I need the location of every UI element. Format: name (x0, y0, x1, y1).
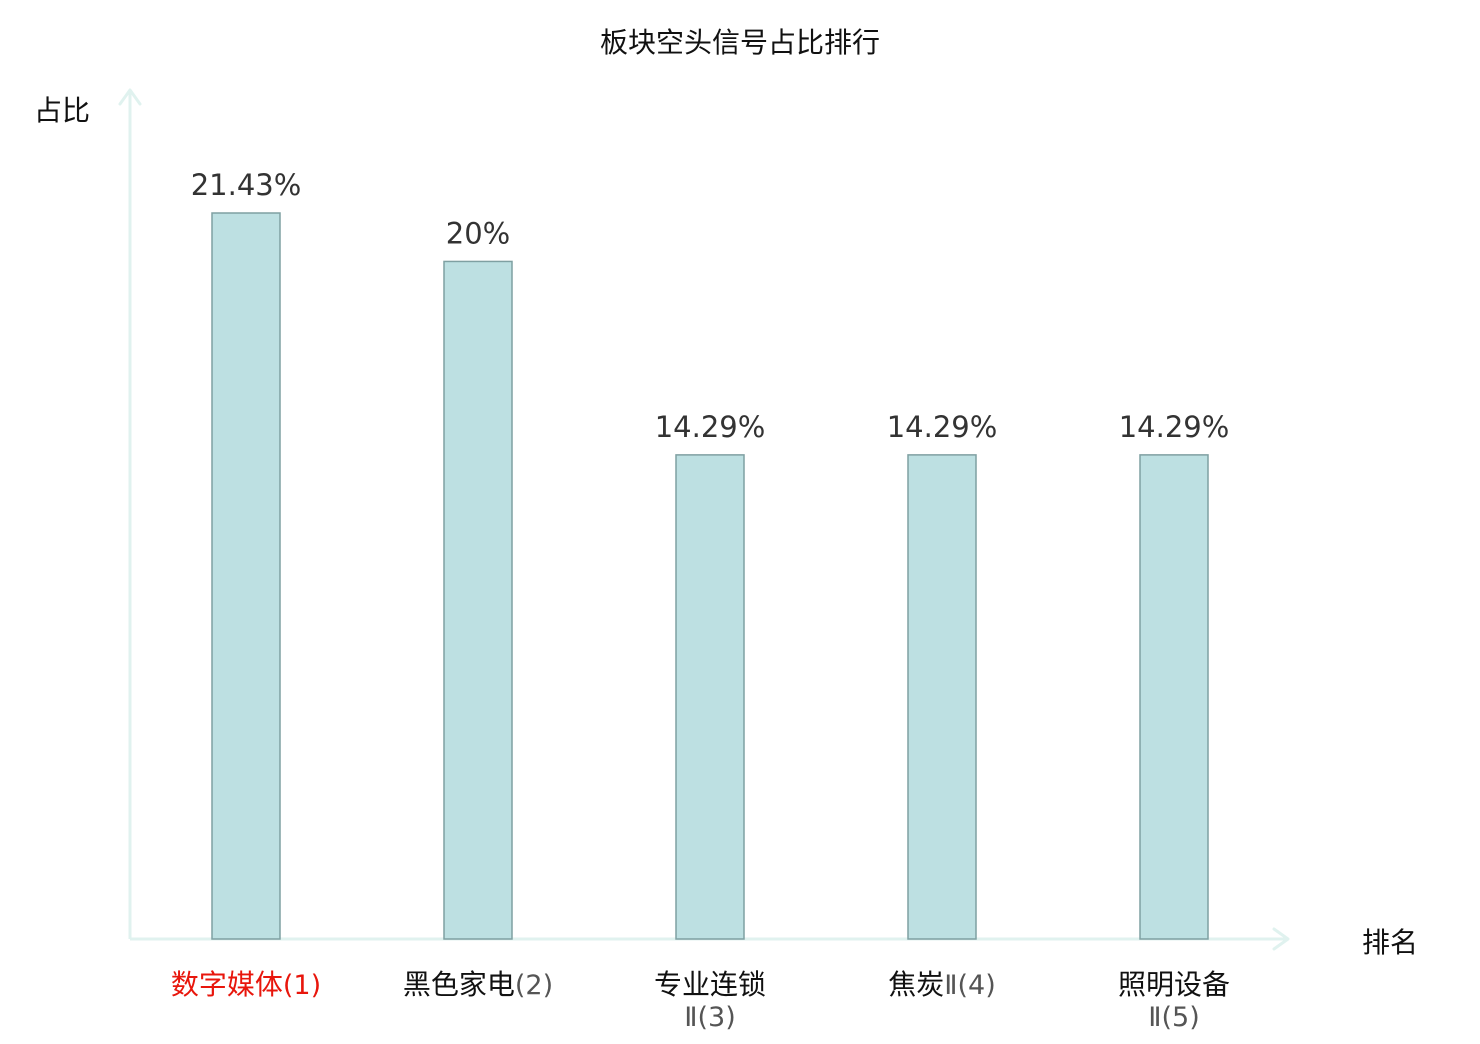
bar-3 (675, 454, 745, 940)
category-label-2: 黑色家电(2) (403, 968, 553, 1001)
category-rank-4: Ⅱ(4) (944, 970, 996, 1001)
bars (211, 212, 1209, 940)
value-label-5: 14.29% (1119, 410, 1230, 444)
category-rank-5: Ⅱ(5) (1148, 1002, 1200, 1033)
bar-2 (443, 260, 513, 940)
value-label-1: 21.43% (191, 168, 302, 202)
category-name-2: 黑色家电 (403, 968, 515, 1001)
category-rank-3: Ⅱ(3) (684, 1002, 736, 1033)
y-axis-label: 占比 (34, 94, 90, 127)
value-label-4: 14.29% (887, 410, 998, 444)
category-name-4: 焦炭 (888, 968, 944, 1001)
category-label-1: 数字媒体(1) (171, 968, 321, 1001)
y-axis-arrow (118, 88, 142, 106)
x-axis-label: 排名 (1362, 926, 1418, 959)
chart-title: 板块空头信号占比排行 (600, 26, 880, 59)
x-axis-arrow (1272, 927, 1290, 951)
category-label-5: 照明设备 (1118, 968, 1230, 1001)
value-label-3: 14.29% (655, 410, 766, 444)
value-label-2: 20% (446, 216, 510, 250)
bar-4 (907, 454, 977, 940)
bar-1 (211, 212, 281, 940)
category-label-3: 专业连锁 (654, 968, 766, 1001)
category-rank-1: (1) (283, 970, 321, 1001)
bar-5 (1139, 454, 1209, 940)
category-name-1: 数字媒体 (171, 968, 283, 1001)
value-labels: 21.43% 20% 14.29% 14.29% 14.29% (191, 168, 1230, 444)
category-label-4: 焦炭Ⅱ(4) (888, 968, 996, 1001)
category-rank-2: (2) (515, 970, 553, 1001)
